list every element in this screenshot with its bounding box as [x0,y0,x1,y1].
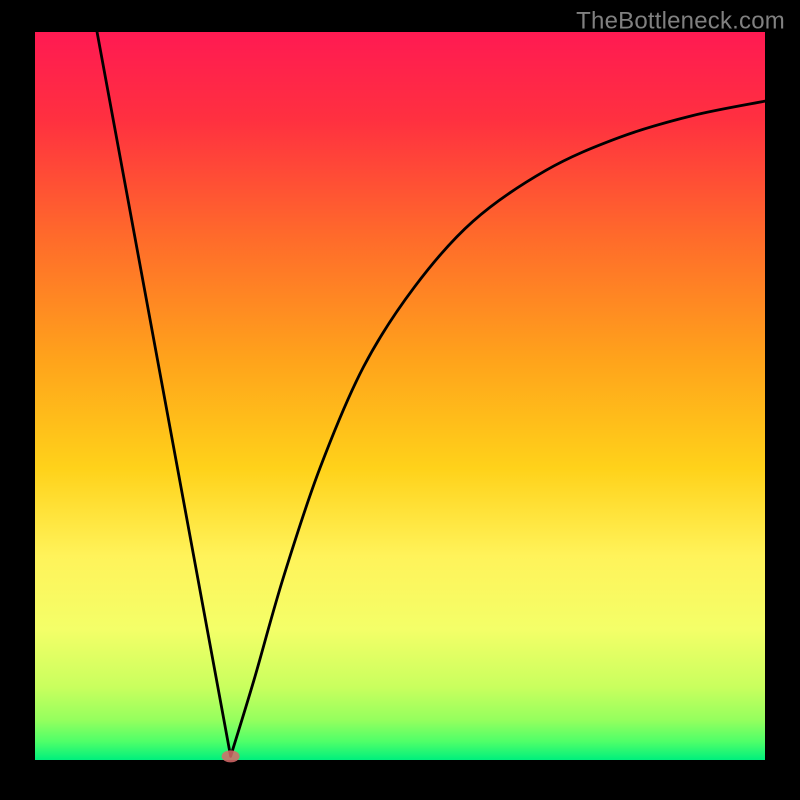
optimum-marker [222,750,240,762]
plot-area-gradient [35,32,765,760]
bottleneck-chart: TheBottleneck.com [0,0,800,800]
watermark-text: TheBottleneck.com [576,7,785,34]
